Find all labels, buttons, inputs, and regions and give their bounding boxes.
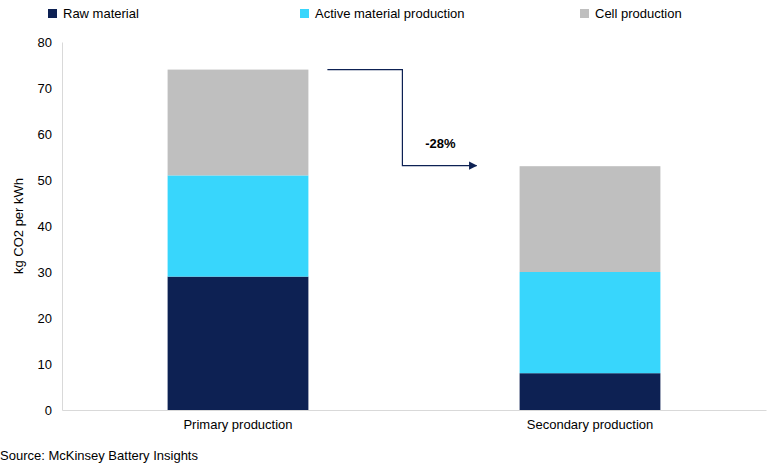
bar bbox=[520, 272, 661, 373]
legend-swatch bbox=[48, 9, 57, 18]
y-tick-label: 50 bbox=[38, 173, 52, 188]
y-tick-label: 0 bbox=[45, 403, 52, 418]
y-tick-label: 60 bbox=[38, 127, 52, 142]
y-tick-label: 30 bbox=[38, 265, 52, 280]
bar bbox=[520, 373, 661, 410]
bar bbox=[520, 166, 661, 272]
y-tick: 30 bbox=[38, 265, 62, 280]
bars bbox=[168, 70, 661, 410]
legend-swatch bbox=[300, 9, 309, 18]
y-tick-label: 10 bbox=[38, 357, 52, 372]
y-tick: 60 bbox=[38, 127, 62, 142]
chart: 0 10 20 30 40 50 60 70 80 Primary production Secon… bbox=[0, 0, 770, 466]
y-tick: 10 bbox=[38, 357, 62, 372]
y-axis-line bbox=[62, 43, 63, 411]
annotation: -28% bbox=[425, 136, 456, 151]
legend-label: Cell production bbox=[595, 6, 682, 21]
y-tick-label: 80 bbox=[38, 35, 52, 50]
x-axis-line bbox=[63, 410, 767, 411]
y-tick: 20 bbox=[38, 311, 62, 326]
y-axis-title: kg CO2 per kWh bbox=[11, 178, 26, 274]
source: Source: McKinsey Battery Insights bbox=[0, 448, 198, 463]
y-tick-label: 20 bbox=[38, 311, 52, 326]
bar bbox=[168, 70, 309, 176]
x-tick: Primary production bbox=[183, 410, 292, 432]
legend-label: Active material production bbox=[315, 6, 465, 21]
y-tick: 50 bbox=[38, 173, 62, 188]
y-tick: 80 bbox=[38, 35, 62, 50]
legend: Raw material Active material production Ce… bbox=[48, 6, 682, 21]
y-tick-label: 70 bbox=[38, 81, 52, 96]
series bbox=[168, 70, 661, 272]
y-tick: 0 bbox=[45, 403, 62, 418]
x-axis: Primary production Secondary production bbox=[63, 410, 767, 432]
bar bbox=[168, 277, 309, 410]
x-tick: Secondary production bbox=[527, 410, 653, 432]
y-tick: 40 bbox=[38, 219, 62, 234]
y-tick: 70 bbox=[38, 81, 62, 96]
x-tick-label: Primary production bbox=[183, 417, 292, 432]
legend-swatch bbox=[580, 9, 589, 18]
y-tick-label: 40 bbox=[38, 219, 52, 234]
legend-label: Raw material bbox=[63, 6, 139, 21]
annotation-arrow bbox=[327, 70, 476, 166]
x-tick-label: Secondary production bbox=[527, 417, 653, 432]
y-axis: 0 10 20 30 40 50 60 70 80 bbox=[38, 35, 63, 418]
bar bbox=[168, 175, 309, 276]
